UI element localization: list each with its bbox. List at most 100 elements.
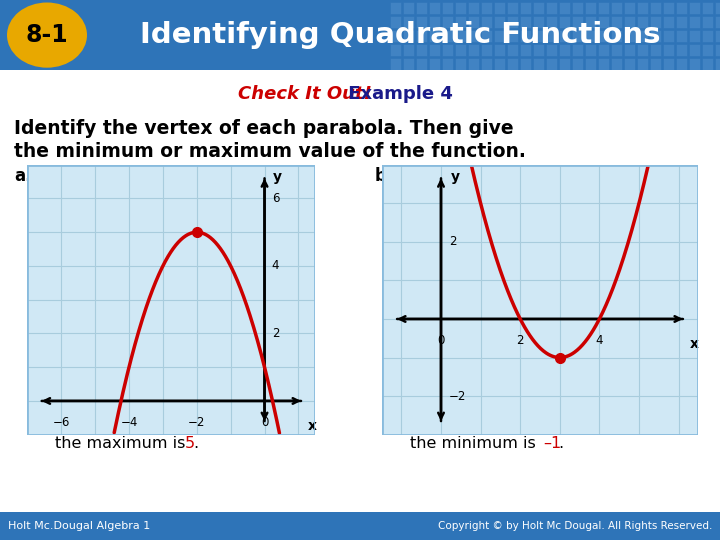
Bar [624,2,635,14]
Bar [585,44,596,56]
Text: –1: –1 [530,415,548,429]
Bar [455,44,466,56]
Bar [702,30,713,42]
Bar [559,16,570,28]
Bar [390,2,401,14]
Bar [546,30,557,42]
Bar [468,16,479,28]
Bar [689,30,700,42]
Text: .: . [193,436,198,451]
Bar [390,44,401,56]
Bar [429,2,440,14]
Text: 4: 4 [271,259,279,273]
Bar [403,2,414,14]
Bar [585,30,596,42]
Bar [611,44,622,56]
Bar [416,44,427,56]
Bar [637,44,648,56]
Bar [637,2,648,14]
Text: Identify the vertex of each parabola. Then give: Identify the vertex of each parabola. Th… [14,119,513,138]
Bar [455,58,466,70]
Bar [403,30,414,42]
Bar [494,16,505,28]
Bar [520,16,531,28]
Bar [455,16,466,28]
Bar [520,30,531,42]
Bar [598,44,609,56]
Bar [624,30,635,42]
Bar [676,2,687,14]
Bar [520,44,531,56]
Text: 4: 4 [595,334,603,347]
Text: Holt Mc.Dougal Algebra 1: Holt Mc.Dougal Algebra 1 [8,521,150,531]
Bar [481,30,492,42]
Bar [598,2,609,14]
Bar [676,44,687,56]
Bar [663,30,674,42]
Bar [559,30,570,42]
Text: the maximum is: the maximum is [55,436,191,451]
Bar [624,58,635,70]
Bar [611,16,622,28]
Bar [650,44,661,56]
Bar [403,58,414,70]
Text: Identifying Quadratic Functions: Identifying Quadratic Functions [140,21,660,49]
Text: −6: −6 [53,416,70,429]
Bar [533,44,544,56]
Bar [533,2,544,14]
Text: y: y [451,170,459,184]
Bar [507,30,518,42]
Bar [676,30,687,42]
Bar [559,44,570,56]
Text: y: y [273,170,282,184]
Bar [689,2,700,14]
Bar [390,30,401,42]
Bar [624,44,635,56]
Bar [676,58,687,70]
Bar [533,16,544,28]
Bar [611,30,622,42]
Bar [533,58,544,70]
Bar [663,58,674,70]
Bar [481,16,492,28]
Bar [689,58,700,70]
Bar [429,16,440,28]
Bar [559,58,570,70]
Text: The vertex is (3,: The vertex is (3, [388,415,524,429]
Bar [572,16,583,28]
Bar [650,58,661,70]
Bar [572,58,583,70]
Bar [572,30,583,42]
Text: the minimum or maximum value of the function.: the minimum or maximum value of the func… [14,142,526,161]
Bar [624,16,635,28]
Bar [468,30,479,42]
Bar [715,16,720,28]
Bar [455,30,466,42]
Bar [572,44,583,56]
Bar [403,16,414,28]
Text: −4: −4 [120,416,138,429]
Bar [481,2,492,14]
Bar [403,44,414,56]
Bar [546,16,557,28]
Bar [442,44,453,56]
Bar [520,2,531,14]
Bar [611,2,622,14]
Bar [546,44,557,56]
Bar [416,16,427,28]
Text: −2: −2 [449,390,467,403]
Bar [442,16,453,28]
Bar [637,58,648,70]
Bar [702,2,713,14]
Bar [429,30,440,42]
Bar [468,44,479,56]
Bar [585,2,596,14]
Text: a.: a. [14,167,32,185]
Text: 0: 0 [261,416,269,429]
Bar [455,2,466,14]
Bar [507,58,518,70]
Bar [689,16,700,28]
Bar [494,58,505,70]
Bar [546,58,557,70]
Bar [468,58,479,70]
